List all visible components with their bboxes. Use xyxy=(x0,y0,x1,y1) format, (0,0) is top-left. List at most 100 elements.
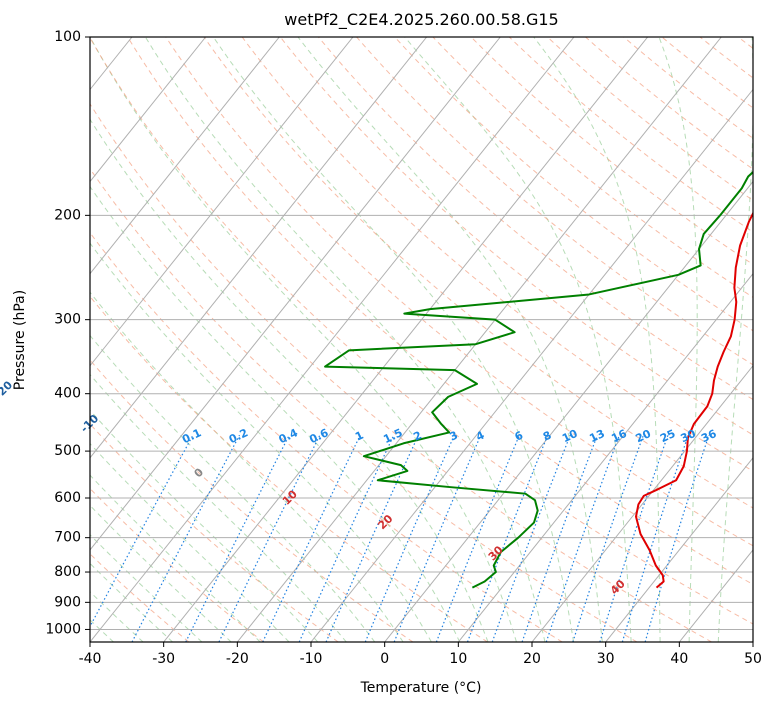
dry-adiabat xyxy=(737,37,753,50)
x-tick-label: 0 xyxy=(380,651,389,667)
mixing-ratio-line xyxy=(521,434,598,642)
isotherm-line xyxy=(384,180,753,642)
x-axis-label: Temperature (°C) xyxy=(360,680,482,696)
isotherm-line xyxy=(752,641,753,642)
mixing-ratio-line xyxy=(545,434,620,642)
background-lines xyxy=(0,37,753,642)
axes: -40 -30 -20 -10 0 10 20 30 40 5010020030040050060… xyxy=(45,29,762,667)
dry-adiabat xyxy=(394,37,753,332)
dry-adiabat xyxy=(90,37,753,625)
dry-adiabat xyxy=(90,487,264,642)
x-tick-label: 30 xyxy=(597,651,615,667)
dry-adiabat-label: 10 xyxy=(280,487,300,507)
temperature-profile xyxy=(634,211,753,589)
mixing-ratio-label: 20 xyxy=(634,427,654,445)
y-tick-label: 700 xyxy=(54,530,81,546)
moist-adiabat xyxy=(212,37,575,642)
moist-adiabat xyxy=(404,37,632,642)
x-tick-label: -40 xyxy=(79,651,102,667)
y-tick-label: 300 xyxy=(54,312,81,328)
x-tick-label: 10 xyxy=(449,651,467,667)
moist-adiabat xyxy=(90,242,432,642)
isotherm-line xyxy=(236,37,722,642)
moist-adiabat xyxy=(90,442,290,642)
dry-adiabat xyxy=(279,37,753,436)
isotherm-line xyxy=(90,37,428,459)
y-tick-label: 800 xyxy=(54,564,81,580)
y-tick-label: 400 xyxy=(54,386,81,402)
isotherm-line xyxy=(457,272,753,642)
y-tick-label: 600 xyxy=(54,490,81,506)
isotherm-line xyxy=(90,37,354,367)
dry-adiabat xyxy=(699,37,753,79)
mixing-ratio-line xyxy=(218,434,321,642)
isotherm-line xyxy=(531,364,753,642)
isotherm-line xyxy=(90,37,501,551)
mixing-ratio-line xyxy=(491,434,571,642)
mixing-ratio-label: 0.6 xyxy=(307,426,330,446)
dewpoint-profile xyxy=(324,170,753,589)
mixing-ratio-label: 1 xyxy=(353,429,365,444)
dry-adiabat xyxy=(508,37,753,233)
mixing-ratio-line xyxy=(644,434,710,642)
dry-adiabat xyxy=(90,295,488,642)
mixing-ratio-label: 0.4 xyxy=(277,426,300,446)
mixing-ratio-label: 10 xyxy=(560,427,580,445)
isotherm-line xyxy=(163,37,649,642)
y-tick-label: 1000 xyxy=(45,621,81,637)
isotherm-line xyxy=(605,457,753,642)
moist-adiabat xyxy=(658,37,698,642)
y-tick-label: 200 xyxy=(54,207,81,223)
moist-adiabat xyxy=(297,37,603,642)
y-tick-label: 900 xyxy=(54,594,81,610)
mixing-ratio-label: 30 xyxy=(679,427,699,445)
chart-title: wetPf2_C2E4.2025.260.00.58.G15 xyxy=(284,10,559,29)
dry-adiabat xyxy=(90,167,638,642)
dry-adiabat-label: 40 xyxy=(608,577,628,597)
mixing-ratio-label: 6 xyxy=(513,428,526,443)
moist-adiabat xyxy=(90,373,347,642)
moist-adiabat xyxy=(533,37,661,642)
dry-adiabat xyxy=(318,37,753,401)
mixing-ratio-line xyxy=(364,434,455,642)
mixing-ratio-line xyxy=(298,434,395,642)
dry-adiabat-label: 30 xyxy=(486,543,506,563)
mixing-ratio-line xyxy=(185,434,290,642)
x-tick-label: 40 xyxy=(670,651,688,667)
isotherm-line xyxy=(90,37,575,642)
mixing-ratio-label: 13 xyxy=(587,427,606,445)
mixing-ratio-line xyxy=(435,434,520,642)
mixing-ratio-line xyxy=(90,434,194,628)
mixing-ratio-label: 36 xyxy=(699,427,719,445)
dry-adiabat xyxy=(90,423,339,642)
x-tick-label: -10 xyxy=(300,651,323,667)
plot-frame xyxy=(89,36,754,643)
dry-adiabat xyxy=(90,231,563,642)
isotherm-line xyxy=(90,37,207,183)
mixing-ratio-label: 16 xyxy=(609,427,629,445)
isotherm-line xyxy=(0,37,58,642)
dry-adiabat xyxy=(203,37,753,509)
mixing-ratio-line xyxy=(325,434,419,642)
isotherm-line xyxy=(310,88,753,642)
dry-adiabat xyxy=(356,37,753,366)
moist-adiabat xyxy=(90,534,203,642)
mixing-ratio-line xyxy=(131,434,241,642)
mixing-ratio-label: 25 xyxy=(658,427,677,445)
moist-adiabat xyxy=(90,291,404,642)
moist-adiabat xyxy=(90,37,517,642)
x-tick-label: -30 xyxy=(152,651,175,667)
dry-adiabat xyxy=(90,553,190,642)
mixing-ratio-label: 8 xyxy=(541,429,553,444)
x-tick-label: 20 xyxy=(523,651,541,667)
line-labels: -100-90-80-70-60-50-40-30-20-10010203040… xyxy=(0,378,719,597)
y-tick-label: 100 xyxy=(54,29,81,45)
moist-adiabat xyxy=(90,334,376,642)
y-tick-label: 500 xyxy=(54,443,81,459)
moist-adiabat xyxy=(90,185,461,642)
dry-adiabat xyxy=(547,37,753,201)
x-tick-label: -20 xyxy=(226,651,249,667)
y-axis-label: Pressure (hPa) xyxy=(12,290,28,390)
sounding-series xyxy=(324,170,753,589)
